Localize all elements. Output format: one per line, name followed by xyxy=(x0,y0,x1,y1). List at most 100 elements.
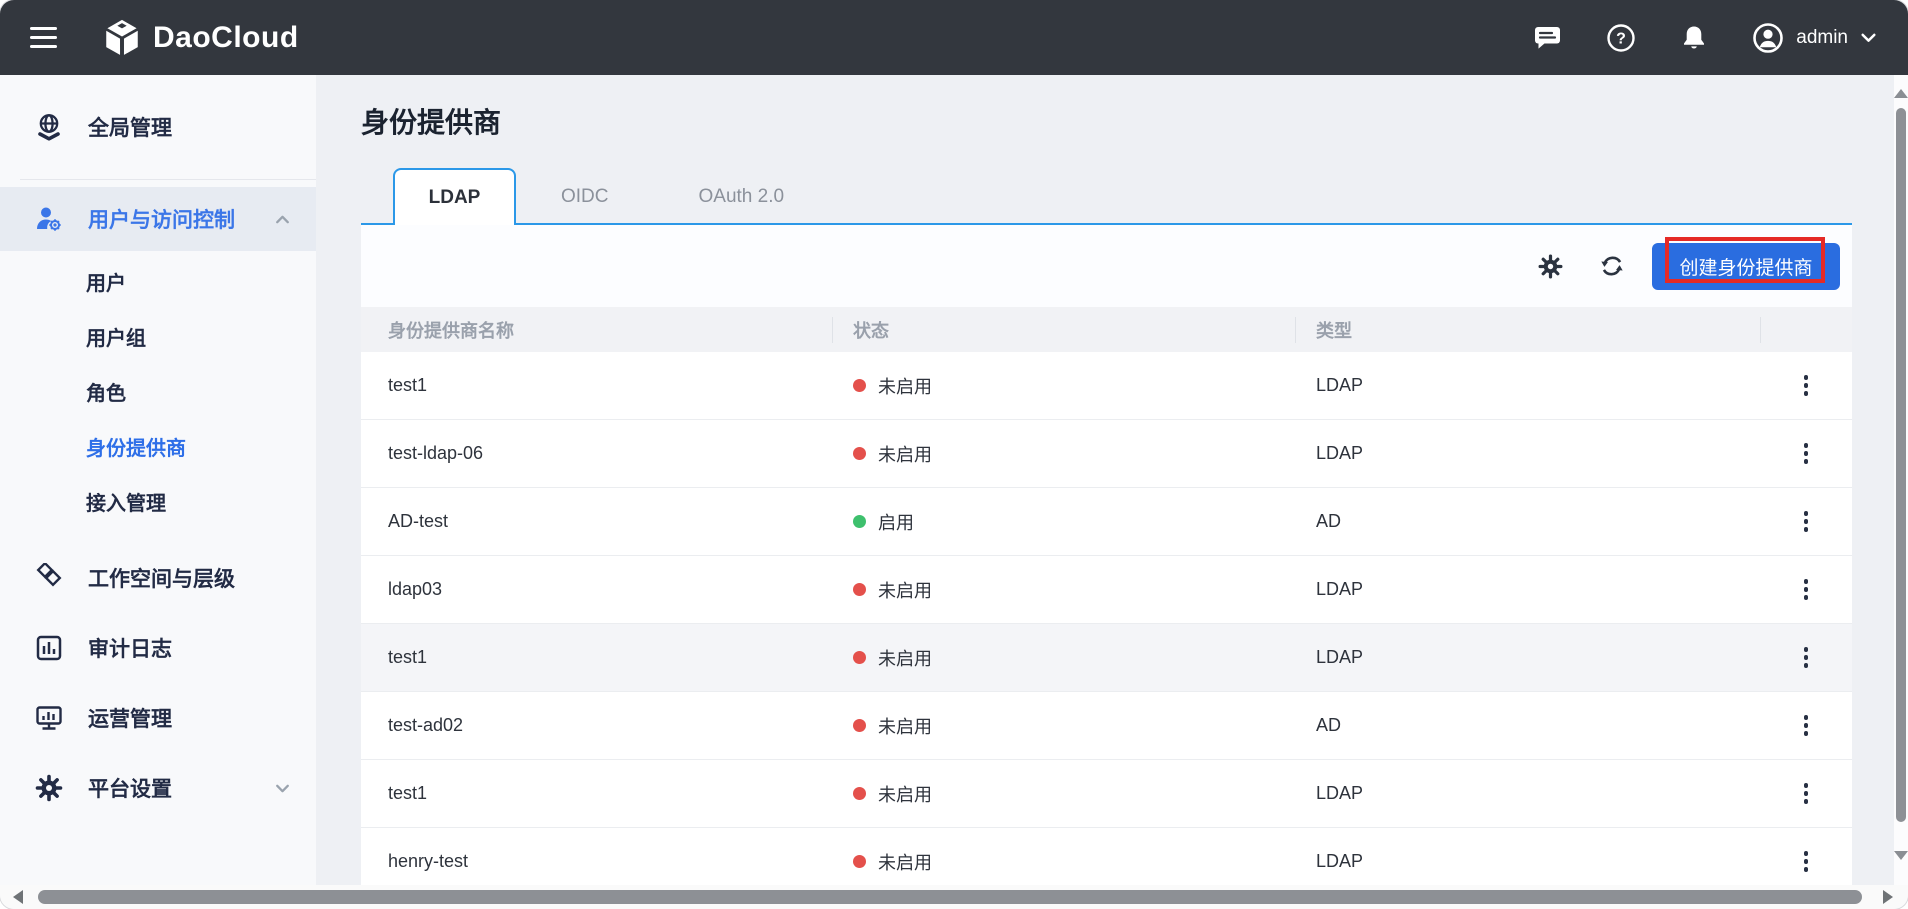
user-menu[interactable]: admin xyxy=(1751,21,1878,55)
vertical-scrollbar[interactable] xyxy=(1894,75,1908,885)
sidebar-item-2[interactable]: 工作空间与层级 xyxy=(0,543,316,613)
cell-status: 未启用 xyxy=(832,352,1295,419)
column-header-2: 类型 xyxy=(1295,307,1760,352)
status-label: 未启用 xyxy=(878,852,932,873)
status-dot xyxy=(853,651,866,664)
help-icon[interactable]: ? xyxy=(1605,22,1637,54)
cell-actions xyxy=(1760,760,1852,827)
svg-text:?: ? xyxy=(1616,30,1626,47)
tab-label: OAuth 2.0 xyxy=(698,185,785,207)
tab-label: OIDC xyxy=(561,185,609,207)
scroll-down-arrow[interactable] xyxy=(1894,851,1908,860)
sidebar: 全局管理用户与访问控制 用户用户组角色 身份提供商接入管理工作空间与层级 审计日志运营… xyxy=(0,75,316,885)
sidebar-subitem-4[interactable]: 接入管理 xyxy=(0,474,316,529)
scroll-up-arrow[interactable] xyxy=(1894,89,1908,98)
sidebar-subitem-1[interactable]: 用户组 xyxy=(0,309,316,364)
scroll-right-arrow[interactable] xyxy=(1883,890,1893,904)
horizontal-scrollbar-thumb[interactable] xyxy=(38,890,1862,904)
sidebar-item-label: 工作空间与层级 xyxy=(88,568,235,591)
cell-type: LDAP xyxy=(1316,851,1364,871)
sidebar-item-label: 平台设置 xyxy=(88,778,172,801)
content-card: 创建身份提供商 身份提供商名称 状态 类型 test1 未启用 LDAP test-lda… xyxy=(361,225,1852,885)
sidebar-item-3[interactable]: 审计日志 xyxy=(0,613,316,683)
status-label: 启用 xyxy=(878,512,914,533)
table-body: test1 未启用 LDAP test-ldap-06 未启用 LDAP AD-test 启用… xyxy=(361,352,1852,885)
cell-provider-name: test-ad02 xyxy=(388,715,464,735)
sidebar-subitem-0[interactable]: 用户 xyxy=(0,254,316,309)
refresh-icon[interactable] xyxy=(1598,252,1626,280)
table-settings-icon[interactable] xyxy=(1537,253,1564,280)
row-actions-kebab-icon[interactable] xyxy=(1794,369,1819,402)
status-dot xyxy=(853,583,866,596)
brand-logo: DaoCloud xyxy=(101,17,299,59)
sidebar-subitem-label: 用户组 xyxy=(86,328,146,350)
table-row[interactable]: henry-test 未启用 LDAP xyxy=(361,828,1852,885)
topbar: DaoCloud ? xyxy=(0,0,1908,75)
row-actions-kebab-icon[interactable] xyxy=(1794,437,1819,470)
menu-toggle-button[interactable] xyxy=(26,23,61,52)
status-label: 未启用 xyxy=(878,444,932,465)
sidebar-subitem-2[interactable]: 角色 xyxy=(0,364,316,419)
tab-bar: LDAP OIDC OAuth 2.0 xyxy=(361,168,1852,225)
vertical-scrollbar-thumb[interactable] xyxy=(1896,108,1906,822)
row-actions-kebab-icon[interactable] xyxy=(1794,845,1819,878)
message-icon[interactable] xyxy=(1532,22,1563,53)
cell-status: 启用 xyxy=(832,488,1295,555)
create-identity-provider-button[interactable]: 创建身份提供商 xyxy=(1652,242,1840,290)
table-row[interactable]: ldap03 未启用 LDAP xyxy=(361,556,1852,624)
tab-oauth-2-0[interactable]: OAuth 2.0 xyxy=(654,168,830,225)
cell-type: AD xyxy=(1316,511,1342,531)
main-content: 身份提供商 LDAP OIDC OAuth 2.0 xyxy=(316,75,1908,885)
horizontal-scrollbar[interactable] xyxy=(0,885,1908,909)
chevron-down-icon xyxy=(273,779,292,798)
cell-provider-name: test-ldap-06 xyxy=(388,443,484,463)
status-dot xyxy=(853,787,866,800)
cell-provider-name: henry-test xyxy=(388,851,469,871)
status-label: 未启用 xyxy=(878,648,932,669)
status-dot xyxy=(853,855,866,868)
sidebar-subitem-label: 接入管理 xyxy=(86,493,166,515)
table-row[interactable]: test-ad02 未启用 AD xyxy=(361,692,1852,760)
row-actions-kebab-icon[interactable] xyxy=(1794,709,1819,742)
table-row[interactable]: AD-test 启用 AD xyxy=(361,488,1852,556)
scroll-left-arrow[interactable] xyxy=(13,890,23,904)
status-label: 未启用 xyxy=(878,784,932,805)
cell-type: LDAP xyxy=(1316,579,1364,599)
sidebar-subitem-3[interactable]: 身份提供商 xyxy=(0,419,316,474)
sidebar-item-label: 审计日志 xyxy=(88,638,172,661)
sidebar-item-0[interactable]: 全局管理 xyxy=(0,95,316,159)
column-header-0: 身份提供商名称 xyxy=(388,320,514,341)
table-row[interactable]: test-ldap-06 未启用 LDAP xyxy=(361,420,1852,488)
cell-actions xyxy=(1760,488,1852,555)
status-dot xyxy=(853,515,866,528)
notification-bell-icon[interactable] xyxy=(1679,23,1709,53)
daocloud-logo-icon xyxy=(101,17,143,59)
cell-type: LDAP xyxy=(1316,647,1364,667)
column-header-3 xyxy=(1760,307,1852,352)
sidebar-item-5[interactable]: 平台设置 xyxy=(0,753,316,823)
cell-actions xyxy=(1760,692,1852,759)
user-gear-icon xyxy=(34,204,64,234)
sidebar-item-1[interactable]: 用户与访问控制 xyxy=(0,187,316,251)
table-row[interactable]: test1 未启用 LDAP xyxy=(361,760,1852,828)
status-label: 未启用 xyxy=(878,716,932,737)
avatar-icon xyxy=(1751,21,1785,55)
username-label: admin xyxy=(1796,26,1848,48)
sidebar-divider xyxy=(20,179,316,180)
cell-status: 未启用 xyxy=(832,828,1295,885)
cell-status: 未启用 xyxy=(832,420,1295,487)
status-dot xyxy=(853,379,866,392)
table-row[interactable]: test1 未启用 LDAP xyxy=(361,352,1852,420)
tab-oidc[interactable]: OIDC xyxy=(516,168,654,225)
tab-ldap[interactable]: LDAP xyxy=(393,168,516,225)
cell-actions xyxy=(1760,556,1852,623)
app-body: 全局管理用户与访问控制 用户用户组角色 身份提供商接入管理工作空间与层级 审计日志运营… xyxy=(0,75,1908,885)
table-row[interactable]: test1 未启用 LDAP xyxy=(361,624,1852,692)
table-toolbar: 创建身份提供商 xyxy=(361,225,1852,307)
row-actions-kebab-icon[interactable] xyxy=(1794,641,1819,674)
row-actions-kebab-icon[interactable] xyxy=(1794,777,1819,810)
row-actions-kebab-icon[interactable] xyxy=(1794,573,1819,606)
row-actions-kebab-icon[interactable] xyxy=(1794,505,1819,538)
sidebar-item-4[interactable]: 运营管理 xyxy=(0,683,316,753)
